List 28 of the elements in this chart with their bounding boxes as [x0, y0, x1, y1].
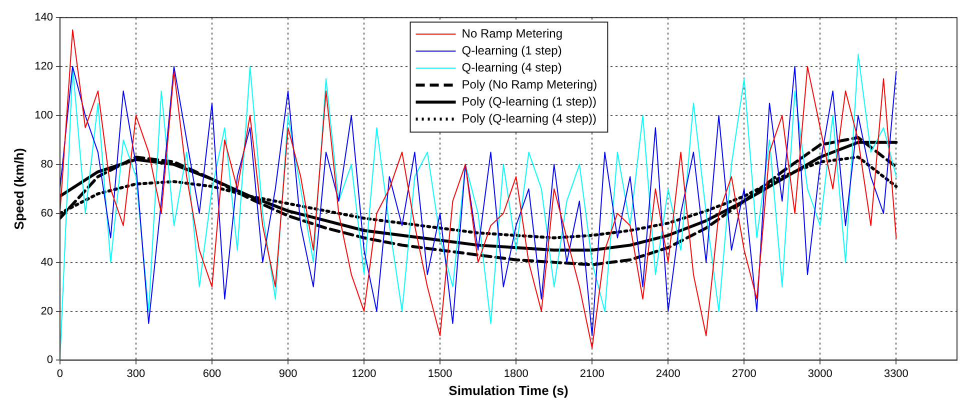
legend-label: Poly (Q-learning (4 step)) — [462, 111, 597, 126]
legend-label: No Ramp Metering — [462, 26, 563, 40]
y-tick-label: 80 — [40, 158, 53, 170]
y-tick-label: 140 — [34, 12, 53, 24]
x-tick-label: 0 — [56, 368, 64, 380]
x-tick-label: 2100 — [580, 368, 604, 380]
x-tick-label: 3300 — [884, 368, 908, 380]
x-tick-label: 1500 — [428, 368, 452, 380]
x-tick-label: 900 — [278, 368, 298, 380]
x-tick-label: 2700 — [732, 368, 756, 380]
y-tick-label: 120 — [34, 60, 53, 73]
x-tick-label: 3000 — [808, 368, 832, 380]
y-tick-label: 0 — [46, 354, 53, 366]
x-tick-label: 2400 — [656, 368, 680, 380]
y-tick-label: 40 — [40, 256, 53, 268]
legend-label: Poly (No Ramp Metering) — [462, 77, 598, 92]
y-axis-title: Speed (km/h) — [11, 148, 26, 230]
y-tick-label: 20 — [40, 305, 53, 318]
x-tick-label: 300 — [126, 368, 146, 380]
legend-label: Q-learning (4 step) — [462, 60, 562, 74]
x-tick-label: 600 — [202, 368, 222, 380]
x-tick-label: 1200 — [352, 368, 376, 380]
legend-label: Q-learning (1 step) — [462, 43, 562, 58]
x-axis-title: Simulation Time (s) — [448, 382, 568, 398]
y-tick-label: 60 — [40, 207, 53, 220]
y-tick-label: 100 — [34, 110, 53, 122]
legend-label: Poly (Q-learning (1 step)) — [462, 94, 597, 108]
x-tick-label: 1800 — [504, 368, 528, 380]
